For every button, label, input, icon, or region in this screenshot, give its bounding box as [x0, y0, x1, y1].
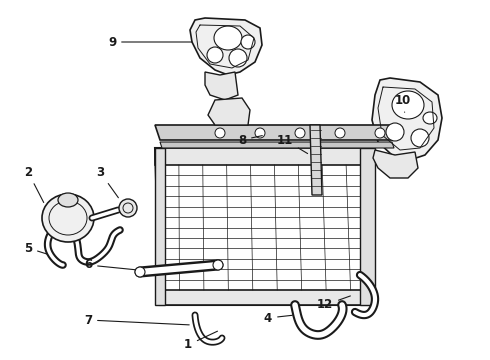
Text: 11: 11 [277, 134, 308, 154]
Text: 9: 9 [108, 36, 192, 49]
Circle shape [295, 128, 305, 138]
Polygon shape [208, 98, 250, 125]
Polygon shape [372, 78, 442, 160]
Circle shape [215, 128, 225, 138]
Ellipse shape [42, 194, 94, 242]
Ellipse shape [386, 123, 404, 141]
Text: 5: 5 [24, 242, 48, 255]
Circle shape [213, 260, 223, 270]
Polygon shape [190, 18, 262, 75]
Text: 4: 4 [264, 311, 292, 324]
Ellipse shape [229, 49, 247, 67]
Text: 12: 12 [317, 296, 350, 311]
Ellipse shape [58, 193, 78, 207]
Circle shape [375, 128, 385, 138]
Polygon shape [155, 125, 395, 140]
Text: 6: 6 [84, 258, 135, 271]
Polygon shape [160, 142, 394, 148]
Polygon shape [310, 125, 322, 195]
Ellipse shape [119, 199, 137, 217]
Circle shape [255, 128, 265, 138]
Text: 3: 3 [96, 166, 119, 198]
Ellipse shape [423, 112, 437, 124]
Ellipse shape [207, 47, 223, 63]
Text: 10: 10 [395, 94, 411, 112]
Text: 1: 1 [184, 331, 218, 351]
Ellipse shape [411, 129, 429, 147]
Text: 2: 2 [24, 166, 44, 203]
Polygon shape [373, 150, 418, 178]
Circle shape [335, 128, 345, 138]
Text: 7: 7 [84, 314, 189, 327]
Polygon shape [155, 148, 375, 305]
Polygon shape [205, 72, 238, 100]
Ellipse shape [241, 35, 255, 49]
Polygon shape [155, 148, 165, 305]
Polygon shape [155, 148, 370, 165]
Text: 8: 8 [238, 134, 262, 147]
Circle shape [135, 267, 145, 277]
Polygon shape [158, 290, 372, 305]
Ellipse shape [214, 26, 242, 50]
Polygon shape [360, 148, 375, 305]
Ellipse shape [392, 91, 424, 119]
